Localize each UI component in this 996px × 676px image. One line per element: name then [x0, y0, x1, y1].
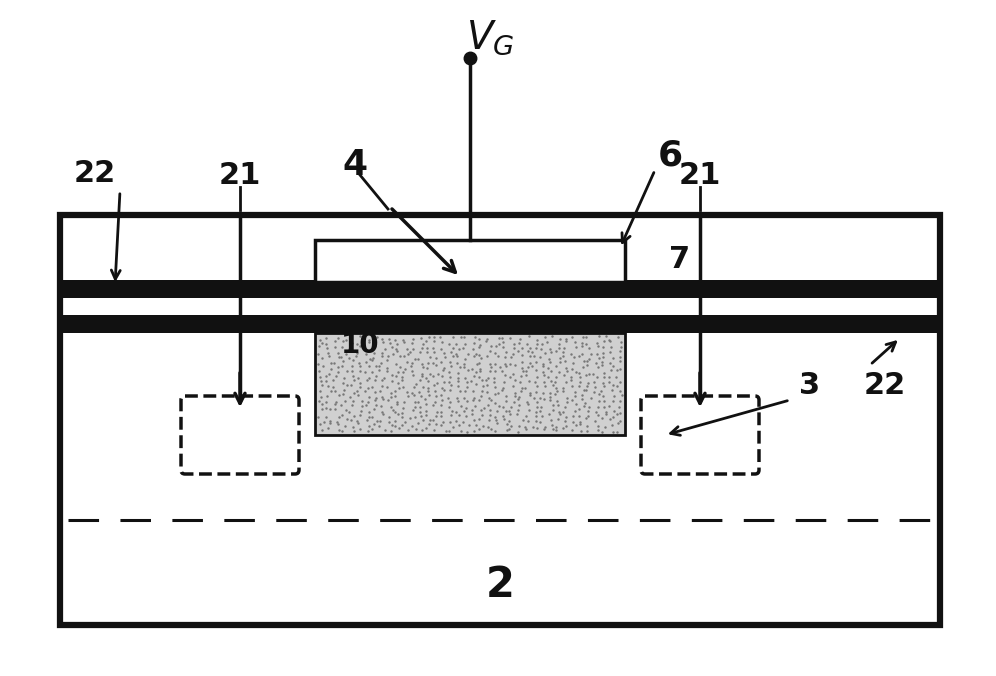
FancyBboxPatch shape: [641, 396, 759, 474]
Text: 2: 2: [486, 564, 515, 606]
Bar: [60, 215, 940, 625]
Text: 22: 22: [74, 158, 117, 187]
Text: 3: 3: [800, 370, 821, 400]
Text: 10: 10: [341, 331, 379, 359]
Text: $\mathit{V}_{\mathit{G}}$: $\mathit{V}_{\mathit{G}}$: [466, 19, 514, 57]
Text: 4: 4: [343, 148, 368, 182]
Text: 21: 21: [679, 160, 721, 189]
Bar: [315, 333, 625, 435]
Bar: [60, 280, 940, 298]
FancyBboxPatch shape: [181, 396, 299, 474]
Text: 21: 21: [219, 160, 261, 189]
Text: 22: 22: [864, 370, 906, 400]
Text: 7: 7: [669, 245, 690, 274]
Bar: [60, 315, 940, 333]
Text: 6: 6: [657, 138, 682, 172]
Bar: [315, 240, 625, 282]
